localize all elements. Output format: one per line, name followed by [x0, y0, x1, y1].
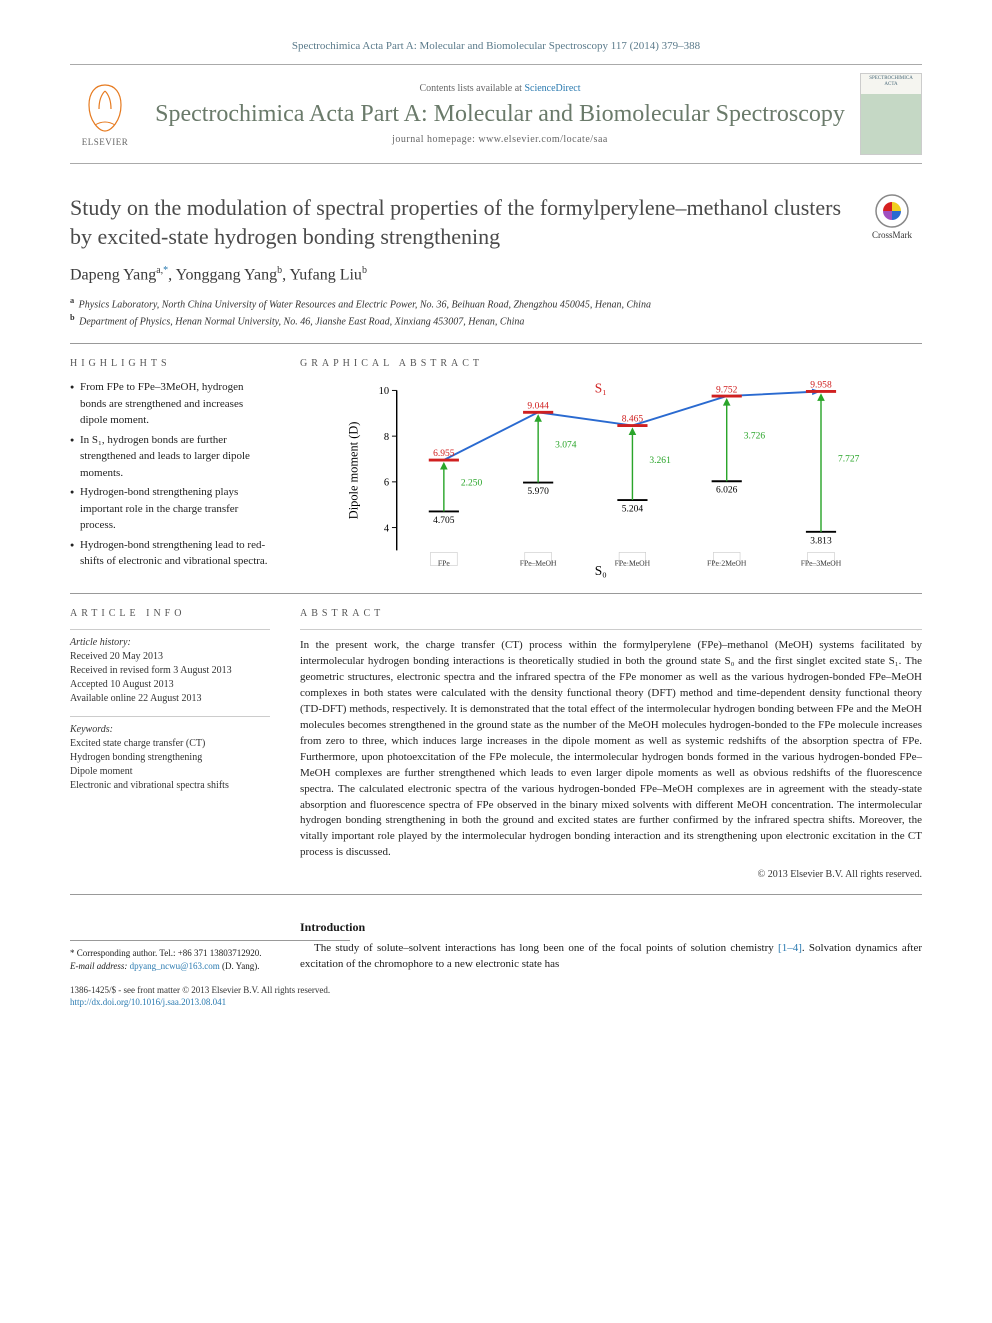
svg-text:FPe–3MeOH: FPe–3MeOH [801, 559, 842, 568]
svg-text:3.813: 3.813 [810, 536, 832, 546]
svg-text:10: 10 [379, 386, 389, 397]
elsevier-logo: ELSEVIER [70, 75, 140, 153]
divider [70, 593, 922, 594]
svg-text:FPe: FPe [438, 559, 450, 568]
journal-name: Spectrochimica Acta Part A: Molecular an… [155, 100, 845, 129]
graphical-abstract: 4 6 8 10 Dipole moment (D) S₁ S₀ 6.955 4.705 2.25… [300, 379, 922, 579]
crossmark-label: CrossMark [872, 230, 912, 240]
svg-text:6.955: 6.955 [433, 449, 455, 459]
svg-text:2.250: 2.250 [461, 479, 483, 489]
divider [70, 343, 922, 344]
svg-text:7.727: 7.727 [838, 455, 860, 465]
svg-text:FPe·2MeOH: FPe·2MeOH [707, 559, 747, 568]
crossmark-badge[interactable]: CrossMark [862, 194, 922, 240]
svg-text:3.074: 3.074 [555, 441, 577, 451]
svg-text:4: 4 [384, 524, 390, 535]
copyright-line: © 2013 Elsevier B.V. All rights reserved… [300, 869, 922, 880]
introduction-heading: Introduction [300, 920, 922, 935]
svg-text:8.465: 8.465 [622, 415, 644, 425]
svg-text:S₁: S₁ [595, 381, 607, 396]
keywords: Excited state charge transfer (CT)Hydrog… [70, 737, 270, 793]
svg-text:4.705: 4.705 [433, 516, 455, 526]
svg-text:8: 8 [384, 432, 389, 443]
divider [70, 894, 922, 895]
history-label: Article history: [70, 636, 270, 650]
reference-link[interactable]: [1–4] [778, 942, 802, 954]
svg-text:5.204: 5.204 [622, 505, 644, 515]
author-email-link[interactable]: dpyang_ncwu@163.com [130, 961, 220, 971]
svg-text:9.044: 9.044 [527, 402, 549, 412]
svg-text:FPe–MeOH: FPe–MeOH [520, 559, 557, 568]
svg-text:Dipole moment (D): Dipole moment (D) [347, 422, 361, 520]
svg-text:S₀: S₀ [595, 563, 607, 578]
svg-text:9.958: 9.958 [810, 381, 832, 391]
publisher-name: ELSEVIER [82, 137, 129, 147]
article-title: Study on the modulation of spectral prop… [70, 194, 842, 251]
highlight-item: Hydrogen-bond strengthening lead to red-… [70, 537, 270, 570]
svg-text:3.726: 3.726 [744, 432, 766, 442]
graphical-abstract-label: GRAPHICAL ABSTRACT [300, 358, 922, 369]
highlight-item: Hydrogen-bond strengthening plays import… [70, 484, 270, 534]
affiliations: a Physics Laboratory, North China Univer… [70, 295, 922, 330]
keywords-label: Keywords: [70, 723, 270, 737]
highlights-label: HIGHLIGHTS [70, 358, 270, 369]
doi-link[interactable]: http://dx.doi.org/10.1016/j.saa.2013.08.… [70, 997, 226, 1007]
svg-text:FPe·MeOH: FPe·MeOH [615, 559, 651, 568]
header-citation: Spectrochimica Acta Part A: Molecular an… [70, 40, 922, 52]
sciencedirect-link[interactable]: ScienceDirect [524, 83, 580, 94]
article-history: Received 20 May 2013Received in revised … [70, 650, 270, 706]
journal-homepage: journal homepage: www.elsevier.com/locat… [155, 134, 845, 145]
svg-text:6: 6 [384, 478, 389, 489]
introduction-text: The study of solute–solvent interactions… [300, 941, 922, 973]
svg-text:6.026: 6.026 [716, 486, 738, 496]
abstract-text: In the present work, the charge transfer… [300, 638, 922, 861]
journal-cover-thumbnail: SPECTROCHIMICA ACTA [860, 73, 922, 155]
highlights-list: From FPe to FPe–3MeOH, hydrogen bonds ar… [70, 379, 270, 570]
article-info-label: ARTICLE INFO [70, 608, 270, 619]
footer: 1386-1425/$ - see front matter © 2013 El… [70, 985, 922, 1008]
contents-line: Contents lists available at ScienceDirec… [155, 83, 845, 94]
abstract-label: ABSTRACT [300, 608, 922, 619]
svg-text:9.752: 9.752 [716, 385, 738, 395]
highlight-item: In S₁, hydrogen bonds are further streng… [70, 432, 270, 482]
svg-text:5.970: 5.970 [527, 487, 549, 497]
journal-banner: ELSEVIER Contents lists available at Sci… [70, 64, 922, 164]
authors-line: Dapeng Yanga,*, Yonggang Yangb, Yufang L… [70, 265, 922, 284]
svg-text:3.261: 3.261 [649, 456, 671, 466]
highlight-item: From FPe to FPe–3MeOH, hydrogen bonds ar… [70, 379, 270, 429]
